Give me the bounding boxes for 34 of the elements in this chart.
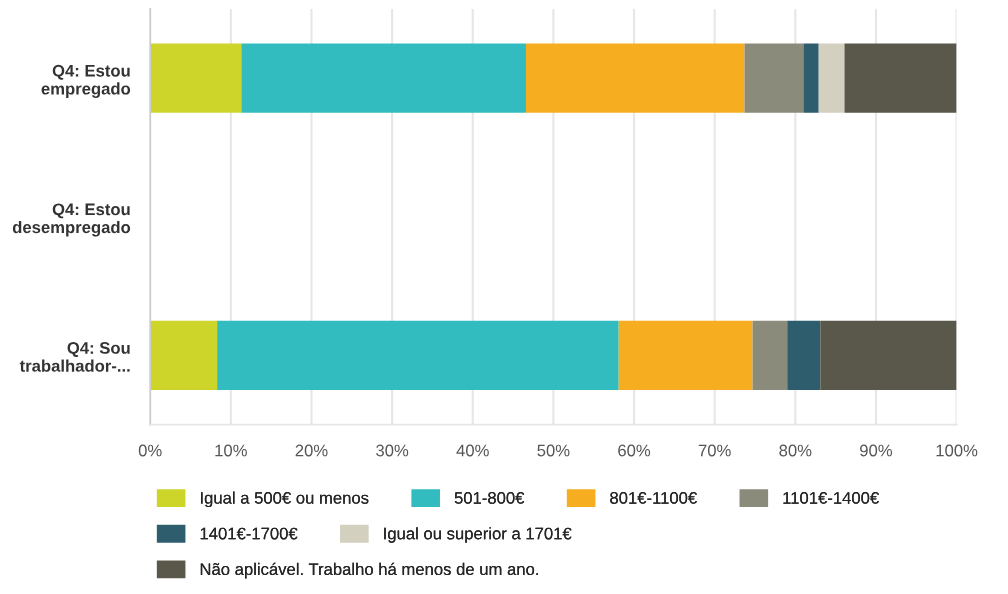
x-tick-label: 100% <box>936 444 978 457</box>
bar <box>787 320 821 391</box>
x-tick-label: 10% <box>215 444 247 457</box>
bar <box>820 320 957 391</box>
bar <box>150 43 242 113</box>
legend-label: 1101€-1400€ <box>783 492 879 504</box>
legend-label: 801€-1100€ <box>610 492 697 504</box>
bar <box>818 43 845 113</box>
x-tick-label: 80% <box>779 444 812 457</box>
bar <box>744 43 804 113</box>
bar <box>618 320 753 391</box>
x-tick-label: 40% <box>456 444 489 457</box>
bar <box>217 320 619 391</box>
y-tick-label: Q4: Sou trabalhador-... <box>19 342 130 372</box>
bar <box>844 43 957 113</box>
legend-label: Não aplicável. Trabalho há menos de um ano. <box>200 562 538 579</box>
bar <box>803 43 819 113</box>
bar <box>752 320 788 391</box>
legend-label: Igual a 500€ ou menos <box>200 491 369 508</box>
x-tick-label: 50% <box>537 444 570 457</box>
legend-label: Igual ou superior a 1701€ <box>384 527 572 543</box>
x-tick-label: 90% <box>860 444 893 457</box>
y-tick-label: Q4: Estou desempregado <box>12 203 131 237</box>
bar <box>525 43 745 113</box>
legend-label: 1401€-1700€ <box>200 527 298 540</box>
x-tick-label: 60% <box>618 444 651 457</box>
bar <box>241 43 526 113</box>
bar <box>150 320 218 391</box>
x-tick-label: 30% <box>376 444 409 457</box>
legend-label: 501-800€ <box>454 492 525 504</box>
y-tick-label: Q4: Estou empregado <box>41 64 131 98</box>
x-tick-label: 70% <box>698 444 731 457</box>
x-tick-label: 20% <box>295 444 328 457</box>
x-tick-label: 0% <box>138 444 162 457</box>
